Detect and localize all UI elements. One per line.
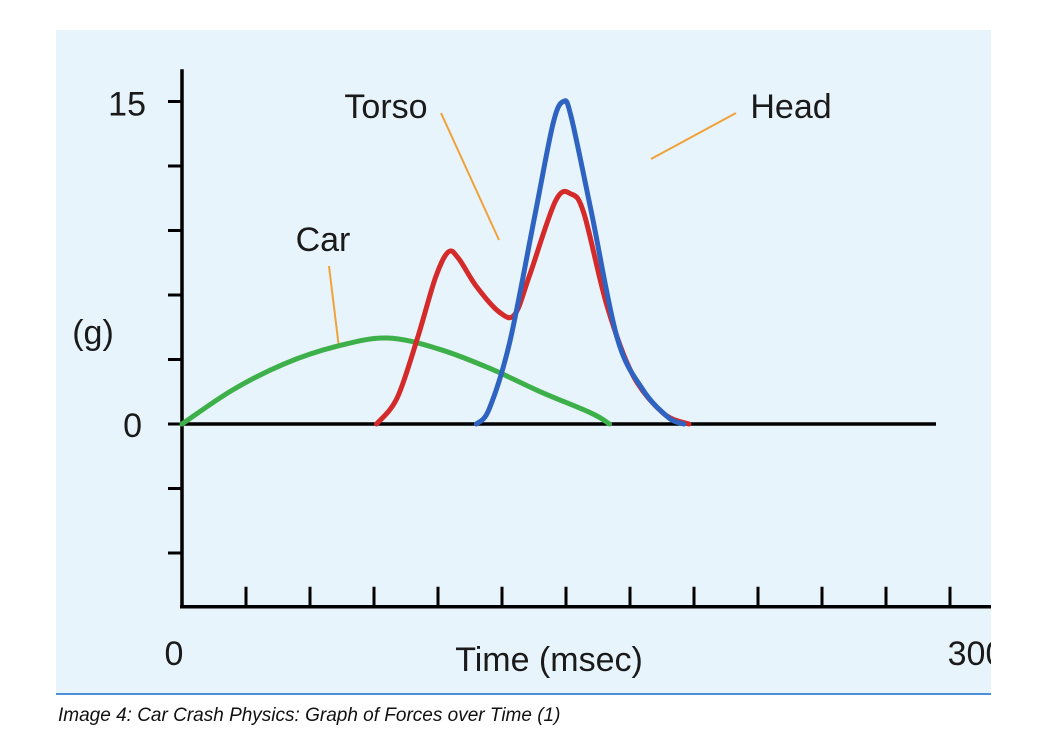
y-tick-label: 0 xyxy=(123,407,142,445)
chart-series xyxy=(179,98,692,427)
figure-caption: Image 4: Car Crash Physics: Graph of For… xyxy=(58,705,561,726)
x-tick-label: 0 xyxy=(165,635,184,673)
x-axis-title: Time (msec) xyxy=(455,641,643,679)
chart-axes xyxy=(168,69,991,609)
annotation-leaders xyxy=(328,112,737,349)
annotation-leader-head xyxy=(650,112,737,160)
annotation-label-car: Car xyxy=(296,221,351,259)
annotation-leader-car xyxy=(328,265,340,349)
x-tick-label: 300 xyxy=(948,635,991,673)
y-axis-title: (g) xyxy=(72,314,114,352)
y-tick-label: 15 xyxy=(108,86,146,124)
series-line-car xyxy=(179,335,612,427)
chart-labels: 15 0 0 300 Time (msec) (g) Car Torso Head xyxy=(72,86,991,679)
series-line-head xyxy=(473,98,687,427)
chart-figure: 15 0 0 300 Time (msec) (g) Car Torso Head xyxy=(56,30,991,694)
caption-divider xyxy=(56,693,991,695)
annotation-label-torso: Torso xyxy=(344,88,427,126)
chart-svg: 15 0 0 300 Time (msec) (g) Car Torso Head xyxy=(72,69,991,679)
annotation-label-head: Head xyxy=(750,88,831,126)
annotation-leader-torso xyxy=(440,112,500,241)
